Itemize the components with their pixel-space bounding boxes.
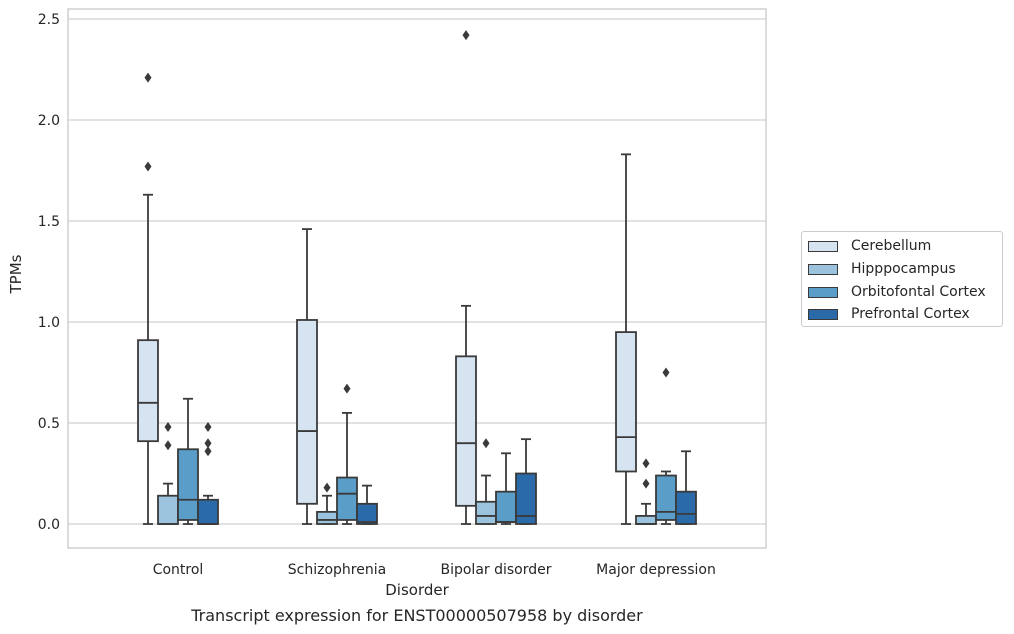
legend-label-orbitofrontal: Orbitofontal Cortex [851,284,986,300]
legend-item-orbitofrontal: Orbitofontal Cortex [808,282,986,302]
chart-caption: Transcript expression for ENST0000050795… [191,606,643,625]
y-tick-label: 2.5 [38,12,60,28]
legend-label-cerebellum: Cerebellum [851,238,932,254]
outlier-point [164,440,172,451]
outlier-point [323,482,331,493]
x-tick-label: Control [153,562,204,578]
box-iqr [455,355,477,507]
outlier-point [204,422,212,433]
outlier-point [144,161,152,172]
x-tick-label: Major depression [596,562,716,578]
legend-label-hippocampus: Hipppocampus [851,261,956,277]
box-plot [615,153,637,525]
y-tick-labels: 0.0 0.5 1.0 1.5 2.0 2.5 [38,12,60,533]
legend-swatch-cerebellum [808,240,838,252]
box-iqr [177,448,199,521]
outlier-point [204,446,212,457]
legend-swatch-hippocampus [808,263,838,275]
y-axis-title: TPMs [7,254,25,294]
legend-label-prefrontal: Prefrontal Cortex [851,306,970,322]
outlier-point [482,438,490,449]
box-iqr [137,339,159,443]
box-plot [635,458,657,525]
box-iqr [615,331,637,473]
box-plot [675,450,697,525]
box-iqr [655,474,677,521]
y-tick-label: 0.5 [38,416,60,432]
box-plot [356,484,378,525]
box-plot [177,397,199,525]
box-plot [475,438,497,525]
box-plot [495,452,517,525]
outlier-point [144,72,152,83]
box-plot [157,422,179,525]
outlier-point [164,422,172,433]
legend-swatch-orbitofrontal [808,286,838,298]
box-plot [316,482,338,525]
legend-item-hippocampus: Hipppocampus [808,259,956,279]
box-iqr [316,510,338,525]
box-iqr [635,515,657,525]
box-series [137,30,697,525]
legend: Cerebellum Hipppocampus Orbitofontal Cor… [801,231,1003,327]
box-iqr [296,319,318,505]
box-plot [455,30,477,525]
box-iqr [515,472,537,525]
outlier-point [642,458,650,469]
legend-swatch-prefrontal [808,308,838,320]
x-tick-label: Bipolar disorder [440,562,551,578]
y-tick-label: 0.0 [38,517,60,533]
x-axis-title: Disorder [385,581,449,599]
gridlines [68,18,766,525]
y-tick-label: 1.5 [38,214,60,230]
outlier-point [662,367,670,378]
box-iqr [475,500,497,525]
box-iqr [495,490,517,523]
legend-item-cerebellum: Cerebellum [808,236,931,256]
box-iqr [336,476,358,521]
box-plot [655,367,677,525]
box-plot [197,422,219,525]
outlier-point [462,30,470,41]
y-tick-label: 1.0 [38,315,60,331]
box-iqr [157,494,179,525]
box-plot [137,72,159,525]
plot-area-frame [67,8,767,549]
box-plot [515,438,537,525]
outlier-point [204,438,212,449]
x-tick-labels: Control Schizophrenia Bipolar disorder Majo… [153,562,716,578]
legend-item-prefrontal: Prefrontal Cortex [808,304,970,324]
outlier-point [642,478,650,489]
box-plot [296,228,318,525]
box-plot [336,383,358,525]
box-iqr [197,498,219,525]
outlier-point [343,383,351,394]
x-tick-label: Schizophrenia [288,562,386,578]
box-iqr [675,490,697,525]
y-tick-label: 2.0 [38,113,60,129]
box-iqr [356,502,378,525]
